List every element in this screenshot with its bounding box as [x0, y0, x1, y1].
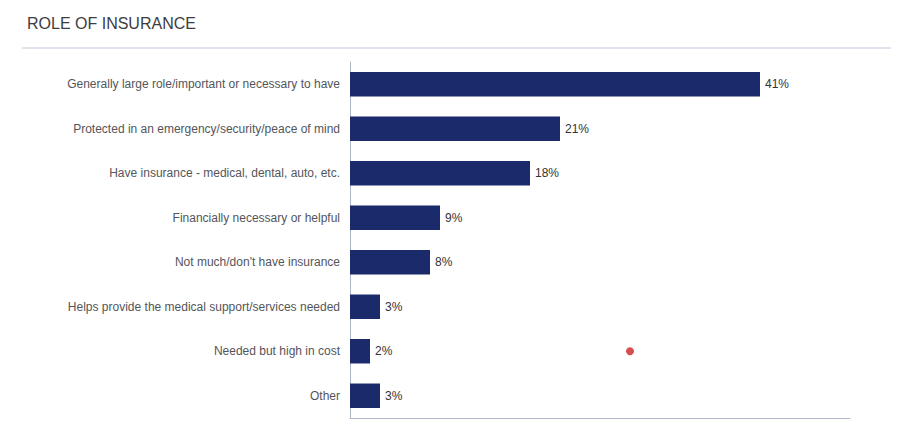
svg-text:Not much/don't have insurance: Not much/don't have insurance — [175, 255, 340, 269]
svg-text:3%: 3% — [385, 300, 403, 314]
svg-text:41%: 41% — [765, 77, 789, 91]
svg-text:2%: 2% — [375, 344, 393, 358]
svg-text:Have insurance - medical, dent: Have insurance - medical, dental, auto, … — [109, 166, 340, 180]
svg-text:Helps provide the medical supp: Helps provide the medical support/servic… — [68, 300, 340, 314]
svg-text:Other: Other — [310, 389, 340, 403]
svg-text:Protected in an emergency/secu: Protected in an emergency/security/peace… — [73, 122, 340, 136]
svg-text:Needed but high in cost: Needed but high in cost — [214, 344, 341, 358]
svg-text:21%: 21% — [565, 122, 589, 136]
svg-text:3%: 3% — [385, 389, 403, 403]
svg-text:18%: 18% — [535, 166, 559, 180]
svg-text:Generally large role/important: Generally large role/important or necess… — [67, 77, 340, 91]
svg-text:8%: 8% — [435, 255, 453, 269]
svg-text:9%: 9% — [445, 211, 463, 225]
svg-text:ROLE OF INSURANCE: ROLE OF INSURANCE — [27, 15, 196, 32]
svg-text:Financially necessary or helpf: Financially necessary or helpful — [173, 211, 340, 225]
